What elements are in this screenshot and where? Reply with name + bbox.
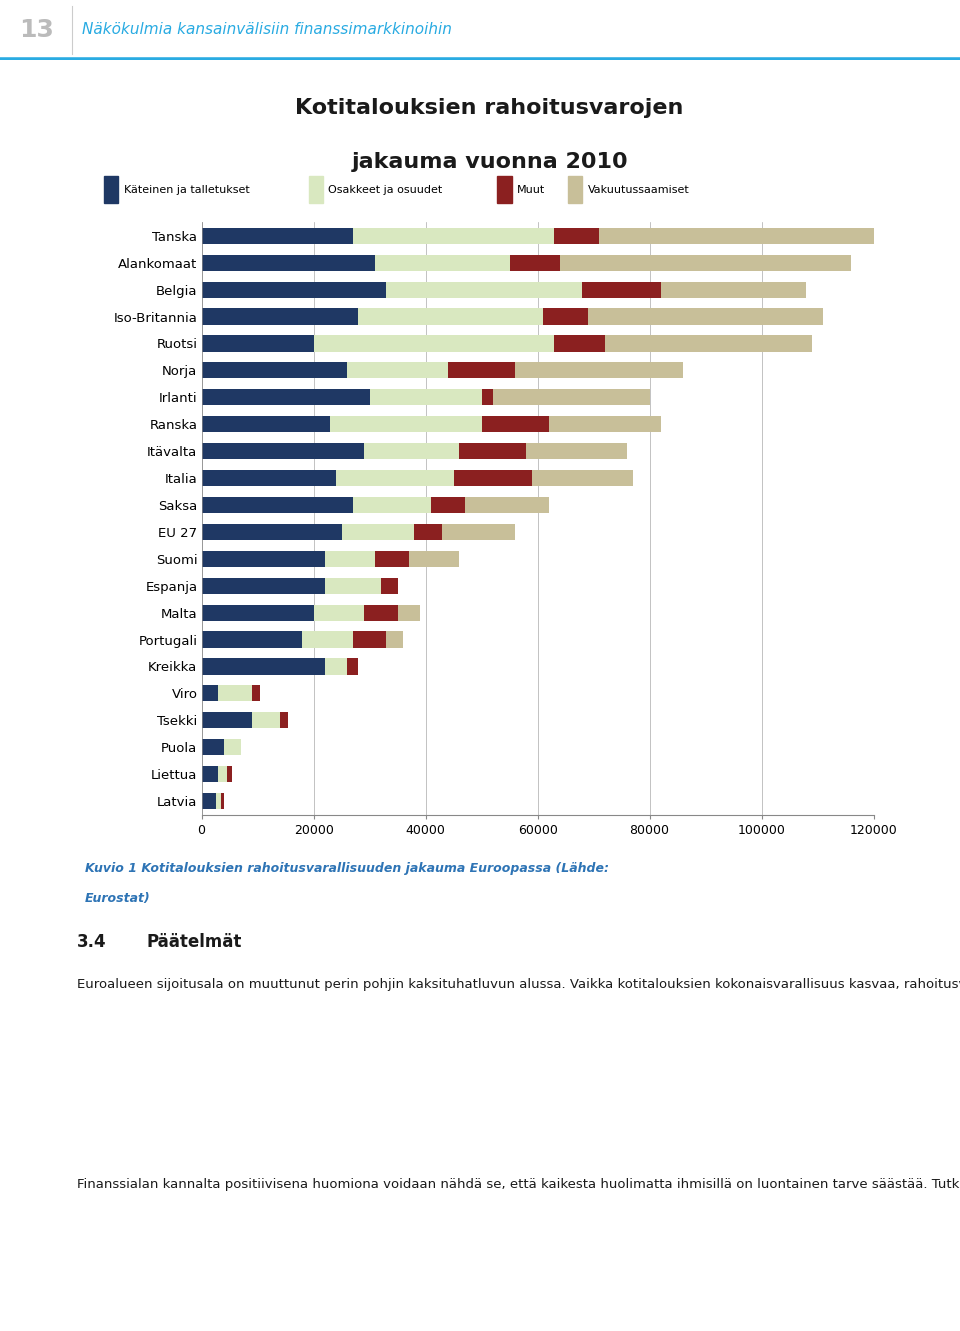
Bar	[348, 362, 448, 378]
Bar	[492, 389, 650, 406]
Bar	[375, 551, 409, 567]
Bar	[202, 228, 352, 244]
Text: jakauma vuonna 2010: jakauma vuonna 2010	[351, 152, 628, 172]
Bar	[280, 712, 288, 728]
Bar	[324, 578, 381, 594]
Bar	[202, 443, 364, 459]
Text: Eurostat): Eurostat)	[85, 892, 151, 905]
Bar	[409, 551, 459, 567]
Bar	[202, 254, 375, 270]
Bar	[526, 443, 627, 459]
Bar	[202, 470, 336, 486]
Bar	[555, 335, 605, 351]
Bar	[202, 362, 348, 378]
Bar	[599, 228, 907, 244]
Bar	[202, 496, 352, 512]
Bar	[453, 470, 532, 486]
Bar	[465, 496, 549, 512]
Bar	[216, 793, 221, 809]
Bar	[202, 739, 224, 756]
Bar	[431, 496, 465, 512]
Bar	[202, 417, 330, 433]
Bar	[336, 470, 453, 486]
Bar	[549, 417, 660, 433]
Text: Päätelmät: Päätelmät	[147, 933, 242, 950]
Bar	[252, 685, 260, 701]
Text: Kotitalouksien rahoitusvarojen: Kotitalouksien rahoitusvarojen	[296, 97, 684, 118]
Bar	[348, 659, 358, 675]
Bar	[516, 362, 684, 378]
Bar	[324, 659, 348, 675]
Bar	[605, 335, 812, 351]
Bar	[202, 551, 324, 567]
Text: Vakuutussaamiset: Vakuutussaamiset	[588, 185, 689, 194]
Bar	[202, 631, 302, 648]
Text: Kuvio 1 Kotitalouksien rahoitusvarallisuuden jakauma Euroopassa (Lähde:: Kuvio 1 Kotitalouksien rahoitusvarallisu…	[85, 862, 609, 874]
Bar	[560, 254, 852, 270]
Bar	[218, 685, 252, 701]
Bar	[459, 443, 526, 459]
Text: 3.4: 3.4	[77, 933, 107, 950]
Bar	[202, 578, 324, 594]
Bar	[448, 362, 516, 378]
Bar	[352, 228, 554, 244]
Bar	[104, 176, 118, 202]
Bar	[224, 739, 241, 756]
Bar	[497, 176, 512, 202]
Bar	[324, 551, 375, 567]
Bar	[308, 176, 323, 202]
Bar	[202, 604, 314, 620]
Bar	[660, 281, 806, 298]
Bar	[302, 631, 352, 648]
Bar	[202, 685, 218, 701]
Bar	[202, 309, 358, 325]
Text: Finanssialan kannalta positiivisena huomiona voidaan nähdä se, että kaikesta huo: Finanssialan kannalta positiivisena huom…	[77, 1178, 960, 1191]
Bar	[202, 659, 324, 675]
Bar	[202, 524, 342, 540]
Bar	[221, 793, 224, 809]
Bar	[364, 604, 397, 620]
Bar	[202, 335, 314, 351]
Bar	[352, 496, 431, 512]
Bar	[364, 443, 459, 459]
Bar	[482, 417, 549, 433]
Bar	[352, 631, 386, 648]
Bar	[202, 389, 370, 406]
Text: Muut: Muut	[517, 185, 545, 194]
Bar	[314, 335, 554, 351]
Bar	[583, 281, 660, 298]
Bar	[386, 281, 583, 298]
Bar	[218, 767, 227, 783]
Bar	[330, 417, 482, 433]
Bar	[202, 712, 252, 728]
Bar	[443, 524, 516, 540]
Text: Käteinen ja talletukset: Käteinen ja talletukset	[124, 185, 250, 194]
Text: 13: 13	[19, 17, 54, 43]
Bar	[375, 254, 510, 270]
Bar	[482, 389, 492, 406]
Bar	[342, 524, 415, 540]
Bar	[386, 631, 403, 648]
Bar	[202, 793, 216, 809]
Bar	[555, 228, 599, 244]
Bar	[532, 470, 633, 486]
Bar	[252, 712, 280, 728]
Text: Näkökulmia kansainvälisiin finanssimarkkinoihin: Näkökulmia kansainvälisiin finanssimarkk…	[82, 23, 451, 37]
Bar	[415, 524, 443, 540]
Bar	[202, 281, 386, 298]
Bar	[397, 604, 420, 620]
Bar	[370, 389, 482, 406]
Bar	[543, 309, 588, 325]
Text: Euroalueen sijoitusala on muuttunut perin pohjin kaksituhatluvun alussa. Vaikka : Euroalueen sijoitusala on muuttunut peri…	[77, 978, 960, 992]
Bar	[381, 578, 397, 594]
Bar	[227, 767, 232, 783]
Text: Osakkeet ja osuudet: Osakkeet ja osuudet	[328, 185, 443, 194]
Bar	[202, 767, 218, 783]
Bar	[568, 176, 583, 202]
Bar	[314, 604, 364, 620]
Bar	[510, 254, 560, 270]
Bar	[588, 309, 823, 325]
Bar	[358, 309, 543, 325]
